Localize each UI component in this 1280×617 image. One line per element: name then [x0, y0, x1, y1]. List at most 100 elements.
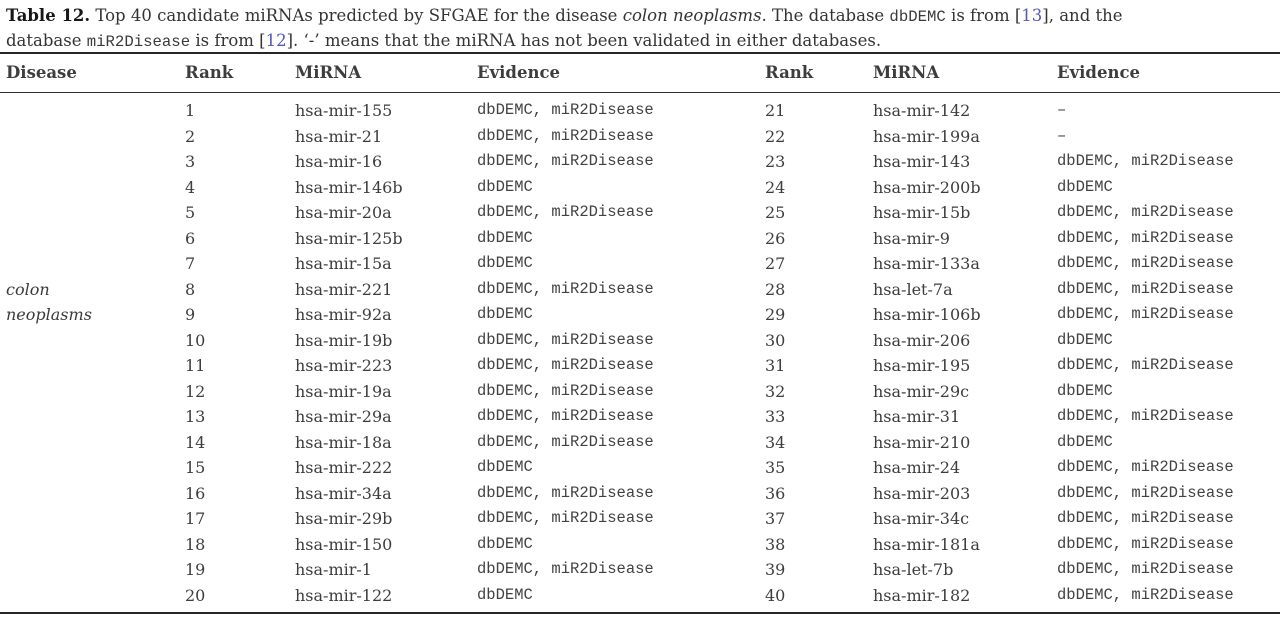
rank-cell-left: 14: [185, 432, 206, 452]
evidence-cell-right: dbDEMC, miR2Disease: [1057, 152, 1234, 170]
rank-cell-right: 40: [765, 585, 786, 605]
disease-cell-neoplasms: neoplasms: [6, 305, 92, 324]
rank-cell-right: 26: [765, 228, 786, 248]
mirna-cell-right: hsa-mir-106b: [873, 305, 981, 324]
rank-cell-left: 16: [185, 483, 206, 503]
rank-cell-left: 17: [185, 509, 206, 528]
mirna-cell-left: hsa-mir-1: [295, 560, 372, 579]
rank-cell-right: 23: [765, 152, 786, 171]
caption-text: Top 40 candidate miRNAs predicted by SFG…: [90, 6, 623, 25]
mirna-cell-left: hsa-mir-146b: [295, 177, 403, 197]
mirna-cell-left: hsa-mir-34a: [295, 483, 392, 503]
rank-cell-left: 9: [185, 305, 196, 324]
mirna-cell-right: hsa-mir-181a: [873, 534, 980, 554]
citation-link-12[interactable]: 12: [265, 31, 287, 50]
evidence-cell-left: dbDEMC: [477, 228, 533, 247]
rank-cell-right: 34: [765, 432, 786, 452]
mirna-cell-right: hsa-mir-143: [873, 152, 971, 171]
evidence-cell-left: dbDEMC, miR2Disease: [477, 101, 654, 119]
rank-cell-right: 24: [765, 177, 786, 197]
mirna-cell-left: hsa-mir-29b: [295, 509, 393, 528]
mirna-cell-left: hsa-mir-18a: [295, 432, 392, 452]
mirna-cell-left: hsa-mir-29a: [295, 407, 392, 426]
rank-cell-left: 20: [185, 585, 206, 605]
evidence-cell-right: dbDEMC: [1057, 381, 1113, 400]
evidence-cell-left: dbDEMC, miR2Disease: [477, 432, 654, 451]
evidence-cell-right: dbDEMC, miR2Disease: [1057, 560, 1234, 578]
rank-cell-right: 36: [765, 483, 786, 503]
evidence-cell-right: dbDEMC, miR2Disease: [1057, 585, 1234, 604]
disease-cell: [0, 455, 185, 481]
rank-cell-right: 29: [765, 305, 786, 324]
header-rank-right: Rank: [765, 63, 814, 83]
rank-cell-left: 10: [185, 330, 206, 350]
mirna-cell-left: hsa-mir-125b: [295, 228, 403, 248]
rank-cell-left: 18: [185, 534, 206, 554]
mirna-cell-right: hsa-mir-29c: [873, 381, 970, 401]
caption-text: ], and the: [1042, 6, 1123, 25]
header-disease: Disease: [6, 63, 77, 83]
disease-cell: [0, 353, 185, 379]
evidence-cell-right: dbDEMC, miR2Disease: [1057, 254, 1234, 272]
header-mirna-left: MiRNA: [295, 63, 362, 83]
table-top-rule: [0, 52, 1280, 54]
rank-cell-left: 8: [185, 279, 196, 299]
evidence-cell-right: dbDEMC: [1057, 432, 1113, 451]
mirna-cell-right: hsa-mir-142: [873, 101, 971, 120]
caption-line-2: database miR2Disease is from [12]. ‘-’ m…: [6, 29, 1276, 54]
disease-cell: [0, 226, 185, 252]
header-evidence-left: Evidence: [477, 63, 561, 83]
rank-cell-right: 27: [765, 254, 786, 273]
rank-cell-right: 28: [765, 279, 786, 299]
mirna-cell-right: hsa-mir-9: [873, 228, 950, 248]
mirna-cell-left: hsa-mir-150: [295, 534, 393, 554]
disease-cell: [0, 149, 185, 175]
disease-cell: [0, 328, 185, 354]
table-number-label: Table 12.: [6, 6, 91, 25]
table-caption: Table 12. Top 40 candidate miRNAs predic…: [6, 4, 1276, 54]
mirna-cell-right: hsa-mir-31: [873, 407, 961, 426]
mirna-cell-right: hsa-let-7a: [873, 279, 953, 299]
header-rank-left: Rank: [185, 63, 234, 83]
rank-cell-right: 38: [765, 534, 786, 554]
mirna-cell-left: hsa-mir-16: [295, 152, 383, 171]
evidence-cell-right: dbDEMC, miR2Disease: [1057, 228, 1234, 247]
rank-cell-left: 4: [185, 177, 196, 197]
header-evidence-right: Evidence: [1057, 63, 1141, 83]
evidence-cell-left: dbDEMC: [477, 254, 533, 272]
mirna-cell-left: hsa-mir-221: [295, 279, 393, 299]
table-body: 1 hsa-mir-155 dbDEMC, miR2Disease 21 hsa…: [0, 93, 1280, 612]
rank-cell-right: 21: [765, 101, 786, 120]
disease-cell: [0, 251, 185, 277]
mirna-cell-left: hsa-mir-222: [295, 458, 393, 477]
mirna-cell-right: hsa-mir-34c: [873, 509, 970, 528]
evidence-cell-left: dbDEMC, miR2Disease: [477, 509, 654, 527]
rank-cell-right: 32: [765, 381, 786, 401]
table-header-row: Disease Rank MiRNA Evidence Rank MiRNA E…: [0, 54, 1280, 92]
rank-cell-left: 3: [185, 152, 196, 171]
evidence-cell-right: dbDEMC: [1057, 330, 1113, 349]
evidence-cell-left: dbDEMC, miR2Disease: [477, 381, 654, 400]
rank-cell-right: 25: [765, 203, 786, 222]
caption-text: is from [: [945, 6, 1022, 25]
mirna-cell-left: hsa-mir-122: [295, 585, 393, 605]
disease-cell: [0, 583, 185, 609]
evidence-cell-right: dbDEMC, miR2Disease: [1057, 509, 1234, 527]
evidence-cell-right: –: [1057, 101, 1067, 119]
mirna-cell-left: hsa-mir-19a: [295, 381, 392, 401]
table-header-rule: [0, 92, 1280, 93]
evidence-cell-right: dbDEMC, miR2Disease: [1057, 356, 1234, 374]
citation-link-13[interactable]: 13: [1021, 6, 1043, 25]
results-table: Disease Rank MiRNA Evidence Rank MiRNA E…: [0, 52, 1280, 614]
evidence-cell-right: dbDEMC, miR2Disease: [1057, 279, 1234, 298]
evidence-cell-left: dbDEMC, miR2Disease: [477, 279, 654, 298]
evidence-cell-left: dbDEMC, miR2Disease: [477, 152, 654, 170]
mirna-cell-left: hsa-mir-20a: [295, 203, 392, 222]
mirna-cell-right: hsa-mir-200b: [873, 177, 981, 197]
rank-cell-right: 31: [765, 356, 786, 375]
rank-cell-right: 22: [765, 126, 786, 146]
evidence-cell-right: –: [1057, 126, 1067, 145]
evidence-cell-left: dbDEMC, miR2Disease: [477, 330, 654, 349]
disease-name-italic: colon neoplasms: [622, 6, 762, 25]
evidence-cell-left: dbDEMC, miR2Disease: [477, 407, 654, 425]
